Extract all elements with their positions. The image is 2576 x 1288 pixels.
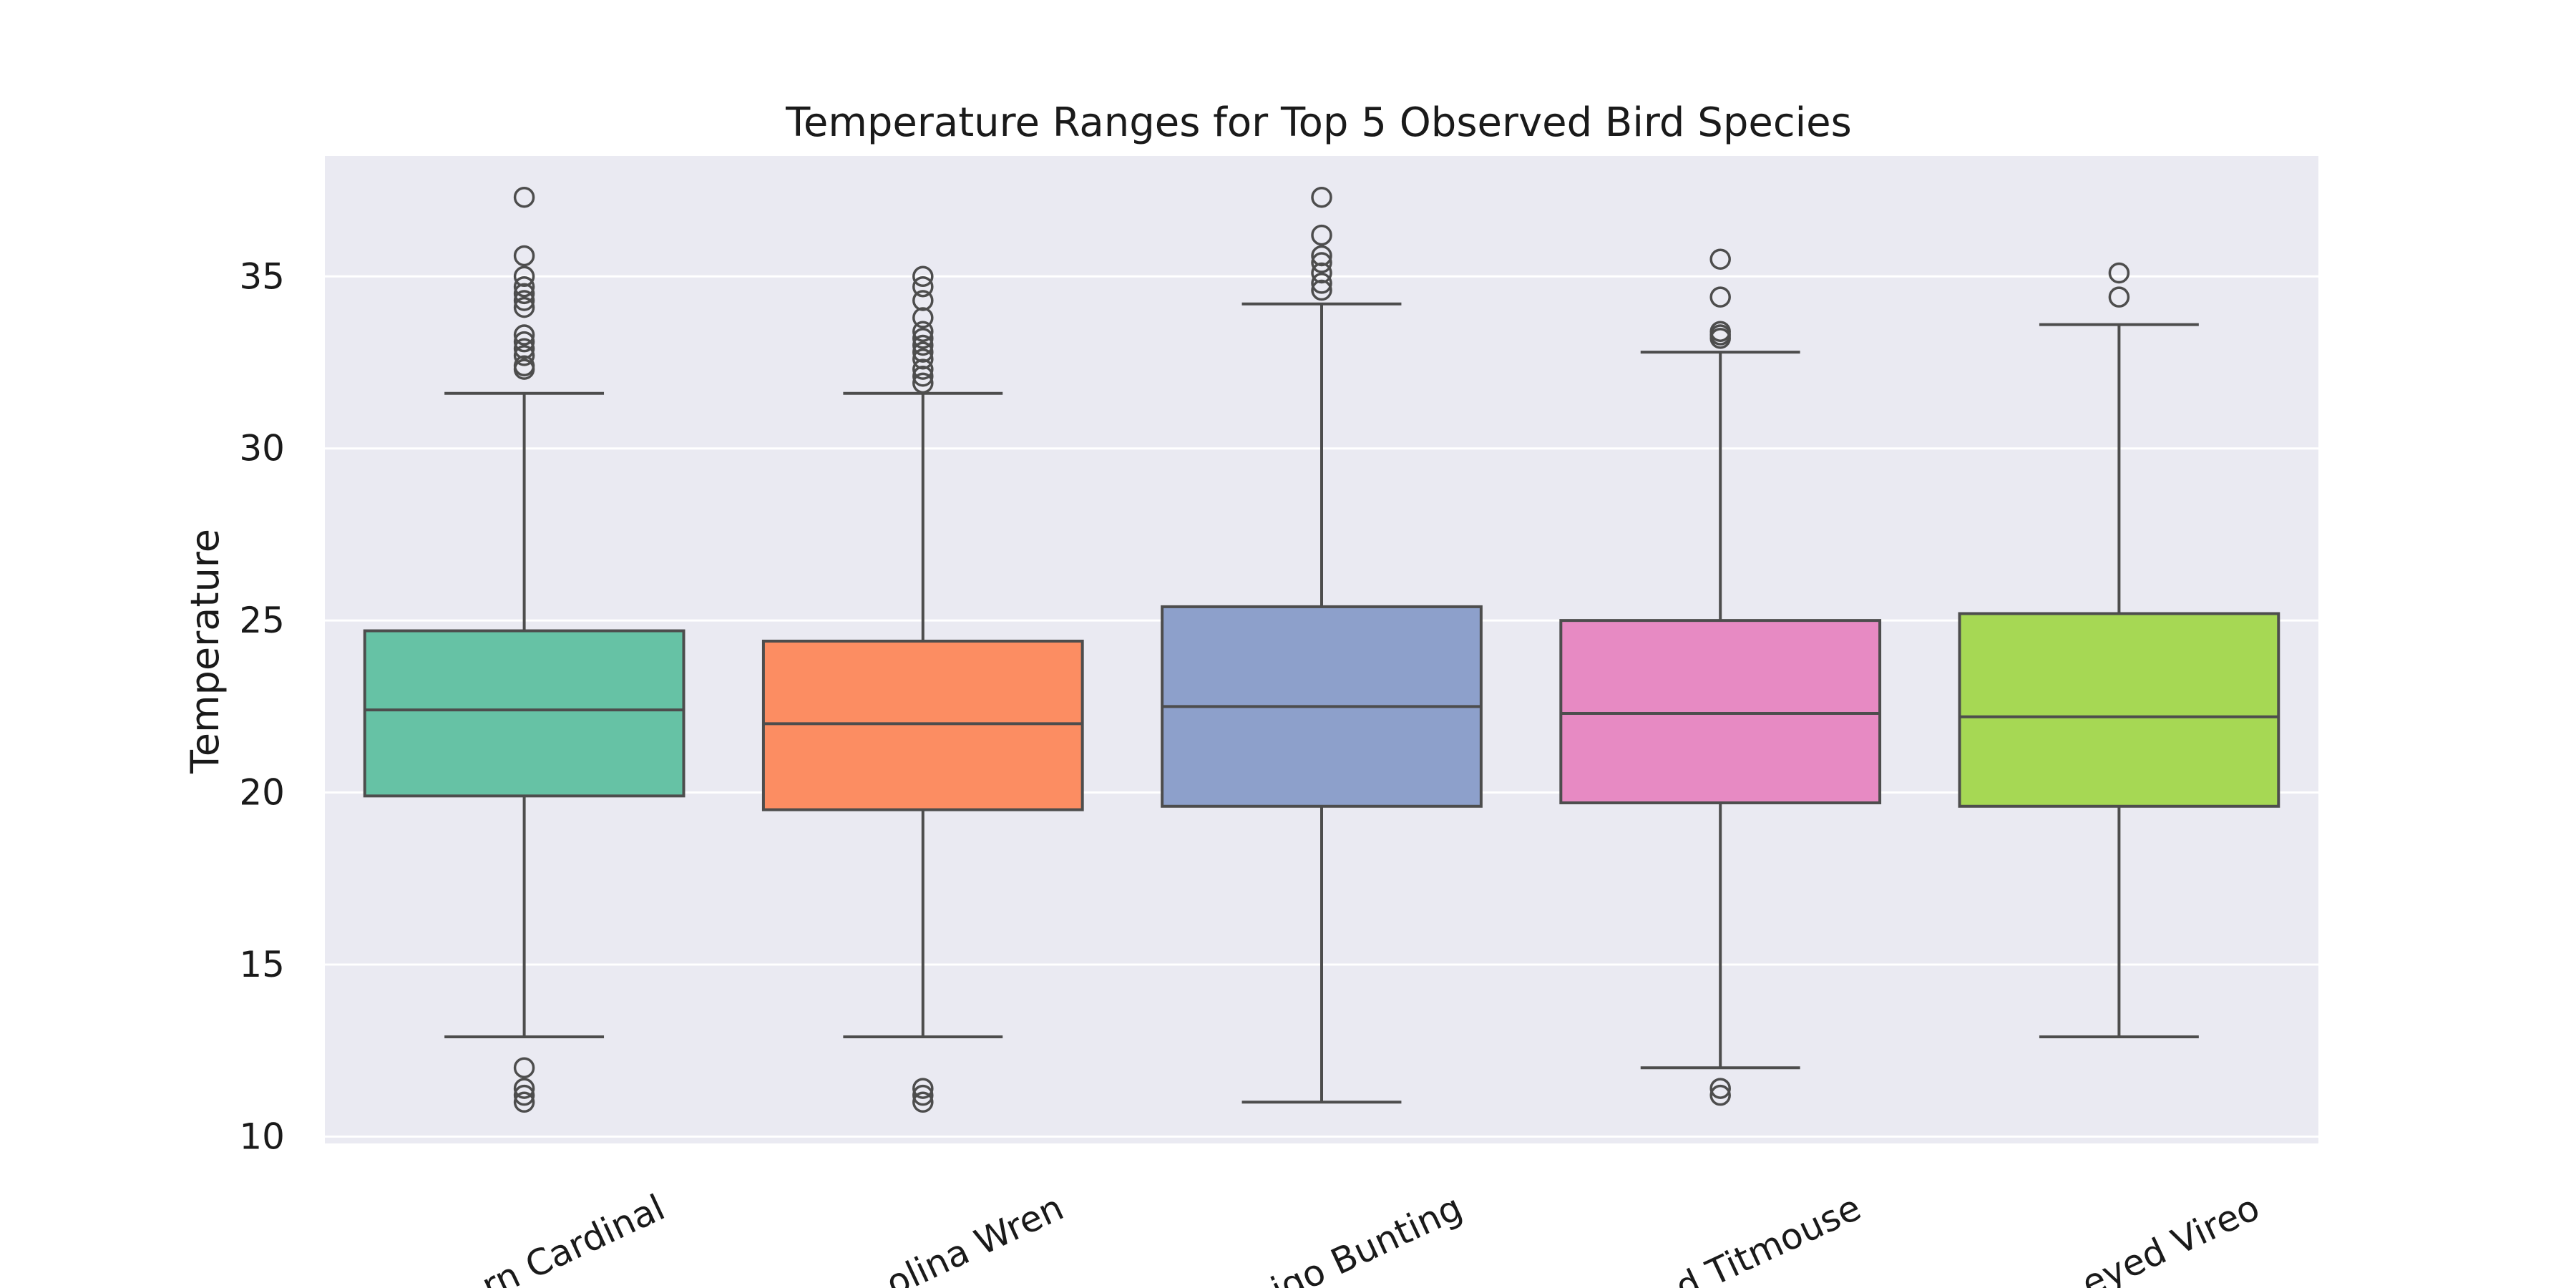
- outlier-point: [1311, 273, 1332, 294]
- outlier-point: [513, 324, 535, 346]
- outlier-point: [912, 372, 934, 394]
- x-tick-label: rn Cardinal: [476, 1186, 671, 1288]
- y-axis-label: Temperature: [182, 529, 228, 774]
- y-tick-label: 25: [239, 600, 285, 641]
- outlier-point: [1709, 286, 1731, 308]
- outlier-point: [912, 341, 934, 363]
- outlier-point: [513, 1057, 535, 1078]
- outlier-point: [513, 283, 535, 305]
- outlier-point: [2108, 262, 2130, 284]
- box-group: [1559, 248, 1882, 1106]
- box-series: [363, 186, 2280, 1113]
- outlier-point: [912, 1078, 934, 1099]
- outlier-point: [912, 365, 934, 387]
- outlier-point: [513, 290, 535, 311]
- outlier-point: [912, 321, 934, 342]
- outlier-point: [1311, 224, 1332, 246]
- outlier-point: [1311, 245, 1332, 267]
- outlier-point: [1311, 252, 1332, 273]
- y-axis-ticks: 10 15 20 25 30 35: [239, 255, 285, 1157]
- y-tick-label: 20: [239, 772, 285, 814]
- outlier-point: [513, 275, 535, 298]
- iqr-box: [1559, 619, 1882, 804]
- outlier-point: [912, 275, 934, 298]
- outlier-point: [513, 358, 535, 380]
- outlier-point: [1709, 328, 1731, 349]
- outlier-point: [513, 1078, 535, 1099]
- box-group: [1958, 262, 2280, 1038]
- outlier-point: [1311, 279, 1332, 301]
- outlier-point: [513, 296, 535, 318]
- outlier-point: [1311, 262, 1332, 284]
- outlier-point: [912, 290, 934, 311]
- outlier-point: [513, 1091, 535, 1113]
- iqr-box: [1958, 612, 2280, 808]
- outlier-point: [513, 245, 535, 267]
- outlier-point: [912, 307, 934, 328]
- y-tick-label: 30: [239, 428, 285, 469]
- outlier-point: [912, 265, 934, 288]
- outlier-point: [912, 334, 934, 356]
- iqr-box: [761, 639, 1084, 811]
- outlier-point: [513, 345, 535, 366]
- box-group: [761, 265, 1084, 1113]
- outlier-point: [912, 1091, 934, 1113]
- outlier-point: [912, 348, 934, 370]
- y-tick-label: 35: [239, 255, 285, 297]
- outlier-point: [912, 1084, 934, 1106]
- x-tick-label: d Titmouse: [1669, 1186, 1867, 1288]
- outlier-point: [513, 331, 535, 353]
- box-group: [1161, 186, 1483, 1104]
- outlier-point: [513, 1084, 535, 1106]
- outlier-point: [513, 186, 535, 208]
- x-tick-label: igo Bunting: [1265, 1186, 1468, 1288]
- outlier-point: [513, 338, 535, 360]
- iqr-box: [363, 629, 686, 798]
- outlier-point: [1709, 1084, 1731, 1106]
- x-tick-label: eyed Vireo: [2075, 1186, 2265, 1288]
- y-tick-label: 15: [239, 944, 285, 985]
- outlier-point: [2108, 286, 2130, 308]
- x-axis-ticks: rn Cardinal olina Wren igo Bunting d Titmou…: [476, 1186, 2266, 1288]
- outlier-point: [513, 265, 535, 288]
- outlier-point: [1311, 186, 1332, 208]
- box-group: [363, 186, 686, 1113]
- outlier-point: [1709, 1078, 1731, 1099]
- y-tick-label: 10: [239, 1116, 285, 1157]
- outlier-point: [912, 358, 934, 380]
- chart-title: Temperature Ranges for Top 5 Observed Bi…: [785, 99, 1852, 146]
- outlier-point: [1709, 248, 1731, 270]
- x-tick-label: olina Wren: [880, 1186, 1070, 1288]
- outlier-point: [912, 328, 934, 349]
